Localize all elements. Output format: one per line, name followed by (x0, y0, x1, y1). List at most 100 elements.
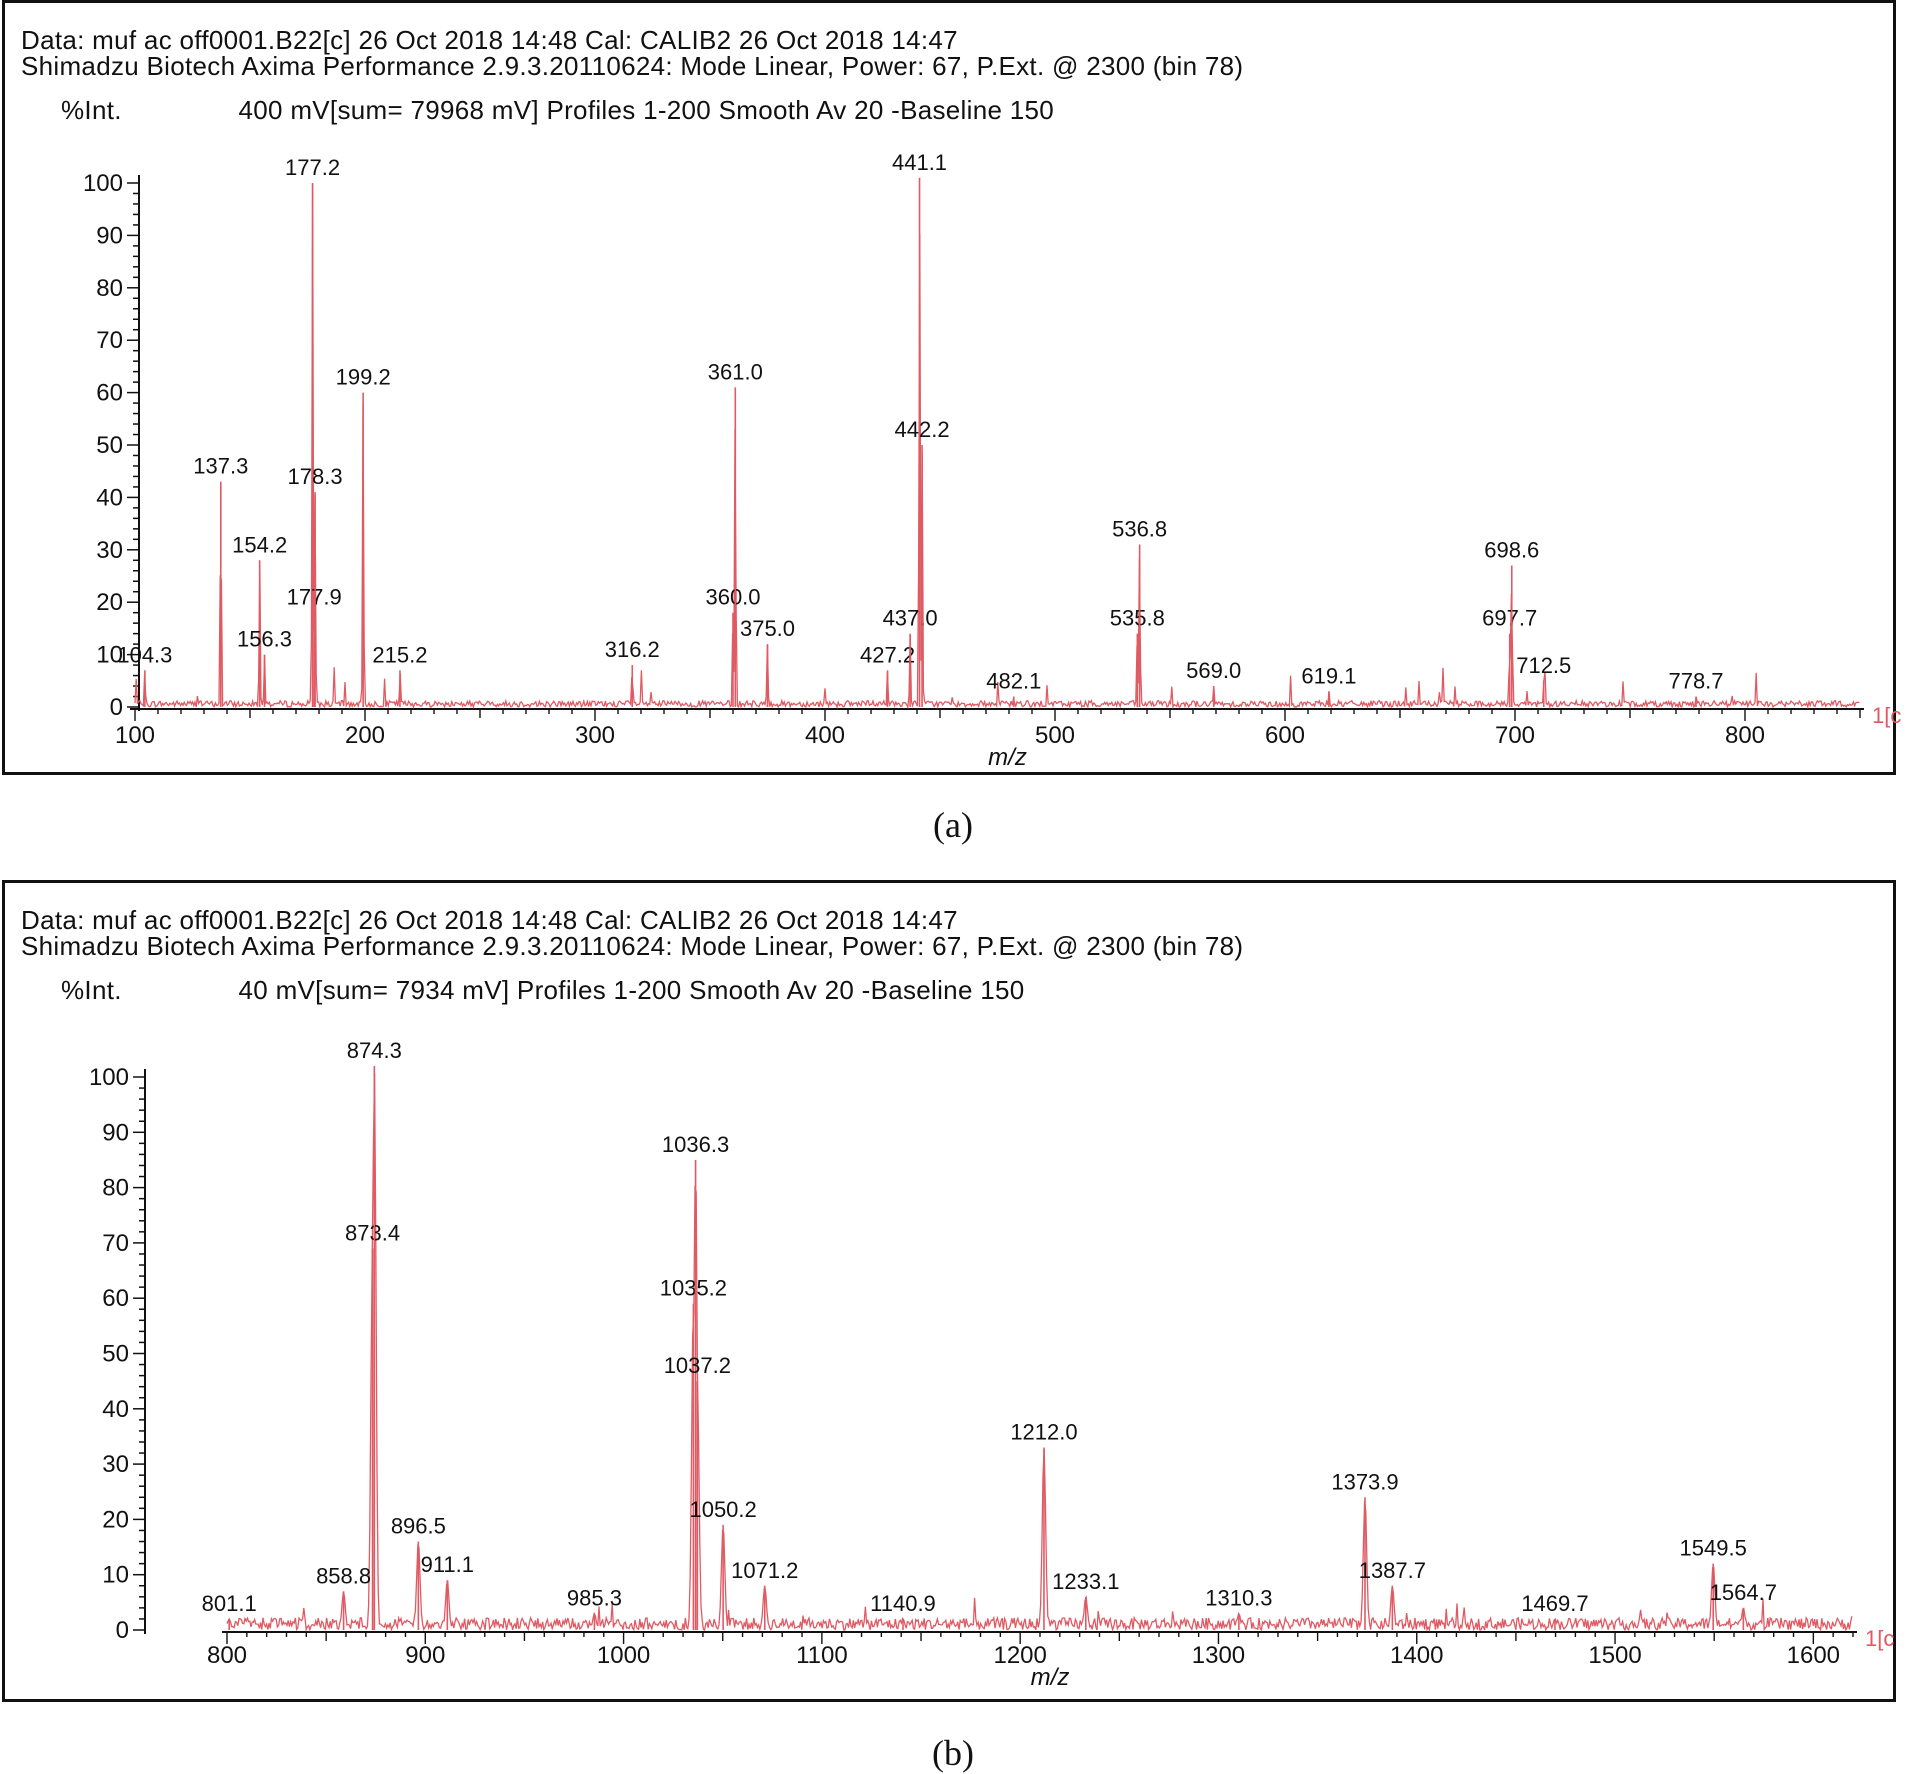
y-tick-label: 0 (110, 694, 123, 721)
peak-label: 361.0 (708, 359, 763, 384)
peak-label: 697.7 (1482, 606, 1537, 631)
peak-label: 154.2 (232, 532, 287, 557)
peak-label: 156.3 (237, 627, 292, 652)
y-tick-label: 80 (96, 275, 123, 302)
x-tick-label: 900 (405, 1642, 445, 1669)
acquisition-line: %Int. 40 mV[sum= 7934 mV] Profiles 1-200… (21, 975, 1025, 1005)
spectrum-panel-b: Data: muf ac off0001.B22[c] 26 Oct 2018 … (2, 880, 1896, 1702)
peak-label: 1564.7 (1710, 1580, 1777, 1605)
peak-label: 199.2 (336, 365, 391, 390)
y-tick-label: 10 (96, 642, 123, 669)
peak-label: 858.8 (316, 1563, 371, 1588)
y-tick-label: 30 (96, 537, 123, 564)
peak-label: 1071.2 (731, 1558, 798, 1583)
peak-label: 1469.7 (1521, 1591, 1588, 1616)
y-tick-label: 100 (83, 170, 123, 197)
peak-label: 442.2 (895, 417, 950, 442)
y-tick-label: 30 (102, 1451, 129, 1478)
scan-end-tag: 1[c (1865, 1626, 1894, 1651)
y-tick-label: 50 (102, 1341, 129, 1368)
x-tick-label: 1000 (597, 1642, 650, 1669)
caption-b: (b) (932, 1733, 974, 1773)
peak-label: 1140.9 (870, 1591, 936, 1616)
peak-label: 177.9 (287, 585, 342, 610)
peak-label: 1212.0 (1010, 1420, 1077, 1445)
y-tick-label: 50 (96, 432, 123, 459)
peak-label: 1037.2 (664, 1353, 731, 1378)
y-tick-label: 40 (102, 1396, 129, 1423)
x-axis: 100 200 300 400 500 600 700 800 m/z 1[c (115, 703, 1901, 771)
peak-annotations: 801.1 858.8 873.4 874.3 896.5 911.1 985.3 1035.… (202, 1038, 1777, 1630)
peak-label: 896.5 (391, 1514, 446, 1539)
y-tick-label: 70 (102, 1230, 129, 1257)
x-tick-label: 1500 (1588, 1642, 1641, 1669)
peak-label: 1035.2 (660, 1276, 727, 1301)
spectrum-panel-a: Data: muf ac off0001.B22[c] 26 Oct 2018 … (2, 0, 1901, 775)
y-tick-label: 100 (89, 1064, 129, 1091)
y-tick-label: 0 (116, 1617, 129, 1644)
peak-label: 137.3 (193, 454, 248, 479)
y-tick-label: 40 (96, 484, 123, 511)
peak-label: 360.0 (705, 585, 760, 610)
x-tick-label: 400 (805, 722, 845, 749)
data-header-line: Data: muf ac off0001.B22[c] 26 Oct 2018 … (21, 25, 958, 55)
x-tick-label: 1400 (1390, 1642, 1443, 1669)
spectrum-svg-b: 0 10 20 30 40 50 60 70 80 90 100 800 900 1000 1100 1200… (89, 1038, 1894, 1691)
y-tick-label: 60 (102, 1285, 129, 1312)
x-tick-label: 800 (207, 1642, 247, 1669)
peak-label: 437.0 (883, 606, 938, 631)
y-tick-label: 20 (96, 589, 123, 616)
x-axis-title: m/z (1031, 1664, 1070, 1691)
peak-label: 1036.3 (662, 1132, 729, 1157)
x-axis: 800 900 1000 1100 1200 1300 1400 1500 1600 m/z 1[c (207, 1626, 1894, 1691)
peak-label: 1310.3 (1205, 1585, 1272, 1610)
acquisition-info: 40 mV[sum= 7934 mV] Profiles 1-200 Smoot… (238, 975, 1025, 1005)
x-tick-label: 300 (575, 722, 615, 749)
x-tick-label: 700 (1495, 722, 1535, 749)
peak-label: 316.2 (605, 637, 660, 662)
spectrum-plot-a: 0 10 20 30 40 50 60 70 80 90 100 100 200 300 400 500 600… (5, 3, 1901, 773)
y-axis-unit-label: %Int. (61, 95, 122, 125)
y-tick-label: 70 (96, 327, 123, 354)
x-tick-label: 100 (115, 722, 155, 749)
peak-label: 778.7 (1668, 669, 1723, 694)
y-tick-label: 90 (96, 222, 123, 249)
peak-label: 427.2 (860, 642, 915, 667)
peak-label: 178.3 (288, 464, 343, 489)
x-tick-label: 200 (345, 722, 385, 749)
spectrum-plot-b: 0 10 20 30 40 50 60 70 80 90 100 800 900 1000 1100 1200… (5, 883, 1894, 1699)
data-header-line: Data: muf ac off0001.B22[c] 26 Oct 2018 … (21, 905, 958, 935)
y-tick-label: 20 (102, 1506, 129, 1533)
peak-label: 104.3 (117, 642, 172, 667)
instrument-header-line: Shimadzu Biotech Axima Performance 2.9.3… (21, 51, 1244, 81)
acquisition-line: %Int. 400 mV[sum= 79968 mV] Profiles 1-2… (21, 95, 1054, 125)
peak-annotations: 104.3 137.3 154.2 156.3 177.2 177.9 178.3 199.2… (117, 150, 1724, 707)
peak-label: 911.1 (421, 1552, 474, 1577)
instrument-header-line: Shimadzu Biotech Axima Performance 2.9.3… (21, 931, 1244, 961)
y-axis: 0 10 20 30 40 50 60 70 80 90 100 (83, 170, 140, 721)
x-tick-label: 1200 (993, 1642, 1046, 1669)
peak-label: 375.0 (740, 616, 795, 641)
x-tick-label: 1600 (1787, 1642, 1840, 1669)
peak-label: 441.1 (892, 150, 947, 175)
peak-label: 619.1 (1301, 663, 1356, 688)
peak-label: 985.3 (567, 1585, 622, 1610)
x-axis-title: m/z (988, 744, 1027, 771)
y-tick-label: 10 (102, 1562, 129, 1589)
x-tick-label: 600 (1265, 722, 1305, 749)
x-tick-label: 1300 (1192, 1642, 1245, 1669)
peak-label: 1387.7 (1359, 1558, 1426, 1583)
spectrum-trace (134, 184, 1860, 710)
peak-label: 177.2 (285, 155, 340, 180)
y-tick-label: 80 (102, 1175, 129, 1202)
x-tick-label: 1100 (796, 1642, 848, 1669)
x-tick-label: 800 (1725, 722, 1765, 749)
peak-label: 873.4 (345, 1220, 400, 1245)
spectrum-svg-a: 0 10 20 30 40 50 60 70 80 90 100 100 200 300 400 500 600… (83, 150, 1901, 771)
peak-label: 801.1 (202, 1591, 257, 1616)
y-axis: 0 10 20 30 40 50 60 70 80 90 100 (89, 1064, 146, 1644)
caption-a: (a) (933, 805, 973, 845)
peak-label: 535.8 (1110, 606, 1165, 631)
peak-label: 698.6 (1484, 538, 1539, 563)
peak-label: 1050.2 (689, 1497, 756, 1522)
